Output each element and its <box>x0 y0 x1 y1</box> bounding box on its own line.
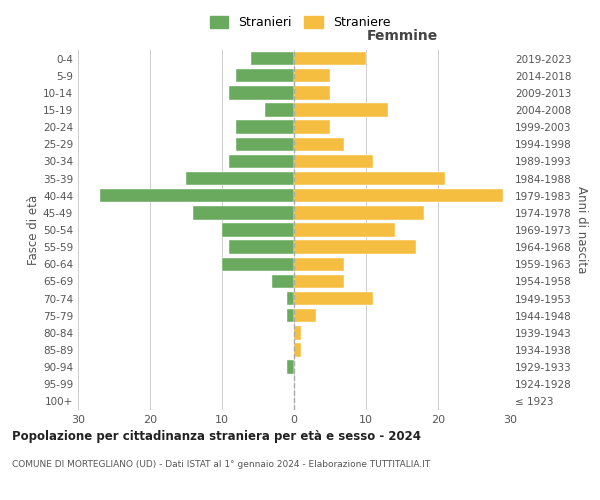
Bar <box>294 292 373 306</box>
Bar <box>236 138 294 151</box>
Bar <box>294 120 330 134</box>
Bar <box>265 104 294 117</box>
Bar <box>229 240 294 254</box>
Bar <box>193 206 294 220</box>
Y-axis label: Fasce di età: Fasce di età <box>27 195 40 265</box>
Text: Popolazione per cittadinanza straniera per età e sesso - 2024: Popolazione per cittadinanza straniera p… <box>12 430 421 443</box>
Legend: Stranieri, Straniere: Stranieri, Straniere <box>205 11 395 34</box>
Bar <box>294 344 301 356</box>
Bar <box>222 258 294 271</box>
Bar <box>294 104 388 117</box>
Bar <box>100 189 294 202</box>
Bar <box>294 189 503 202</box>
Bar <box>294 240 416 254</box>
Bar <box>236 120 294 134</box>
Bar <box>229 154 294 168</box>
Bar <box>272 274 294 288</box>
Bar <box>294 224 395 236</box>
Bar <box>294 86 330 100</box>
Bar <box>294 258 344 271</box>
Bar <box>287 360 294 374</box>
Bar <box>294 154 373 168</box>
Bar <box>229 86 294 100</box>
Bar <box>287 292 294 306</box>
Bar <box>236 69 294 82</box>
Text: Femmine: Femmine <box>367 29 437 43</box>
Bar <box>287 309 294 322</box>
Bar <box>186 172 294 186</box>
Y-axis label: Anni di nascita: Anni di nascita <box>575 186 588 274</box>
Bar <box>294 206 424 220</box>
Bar <box>294 274 344 288</box>
Bar <box>294 69 330 82</box>
Bar <box>222 224 294 236</box>
Bar <box>294 138 344 151</box>
Text: COMUNE DI MORTEGLIANO (UD) - Dati ISTAT al 1° gennaio 2024 - Elaborazione TUTTIT: COMUNE DI MORTEGLIANO (UD) - Dati ISTAT … <box>12 460 430 469</box>
Bar <box>294 326 301 340</box>
Bar <box>251 52 294 66</box>
Bar <box>294 52 366 66</box>
Bar <box>294 309 316 322</box>
Bar <box>294 172 445 186</box>
